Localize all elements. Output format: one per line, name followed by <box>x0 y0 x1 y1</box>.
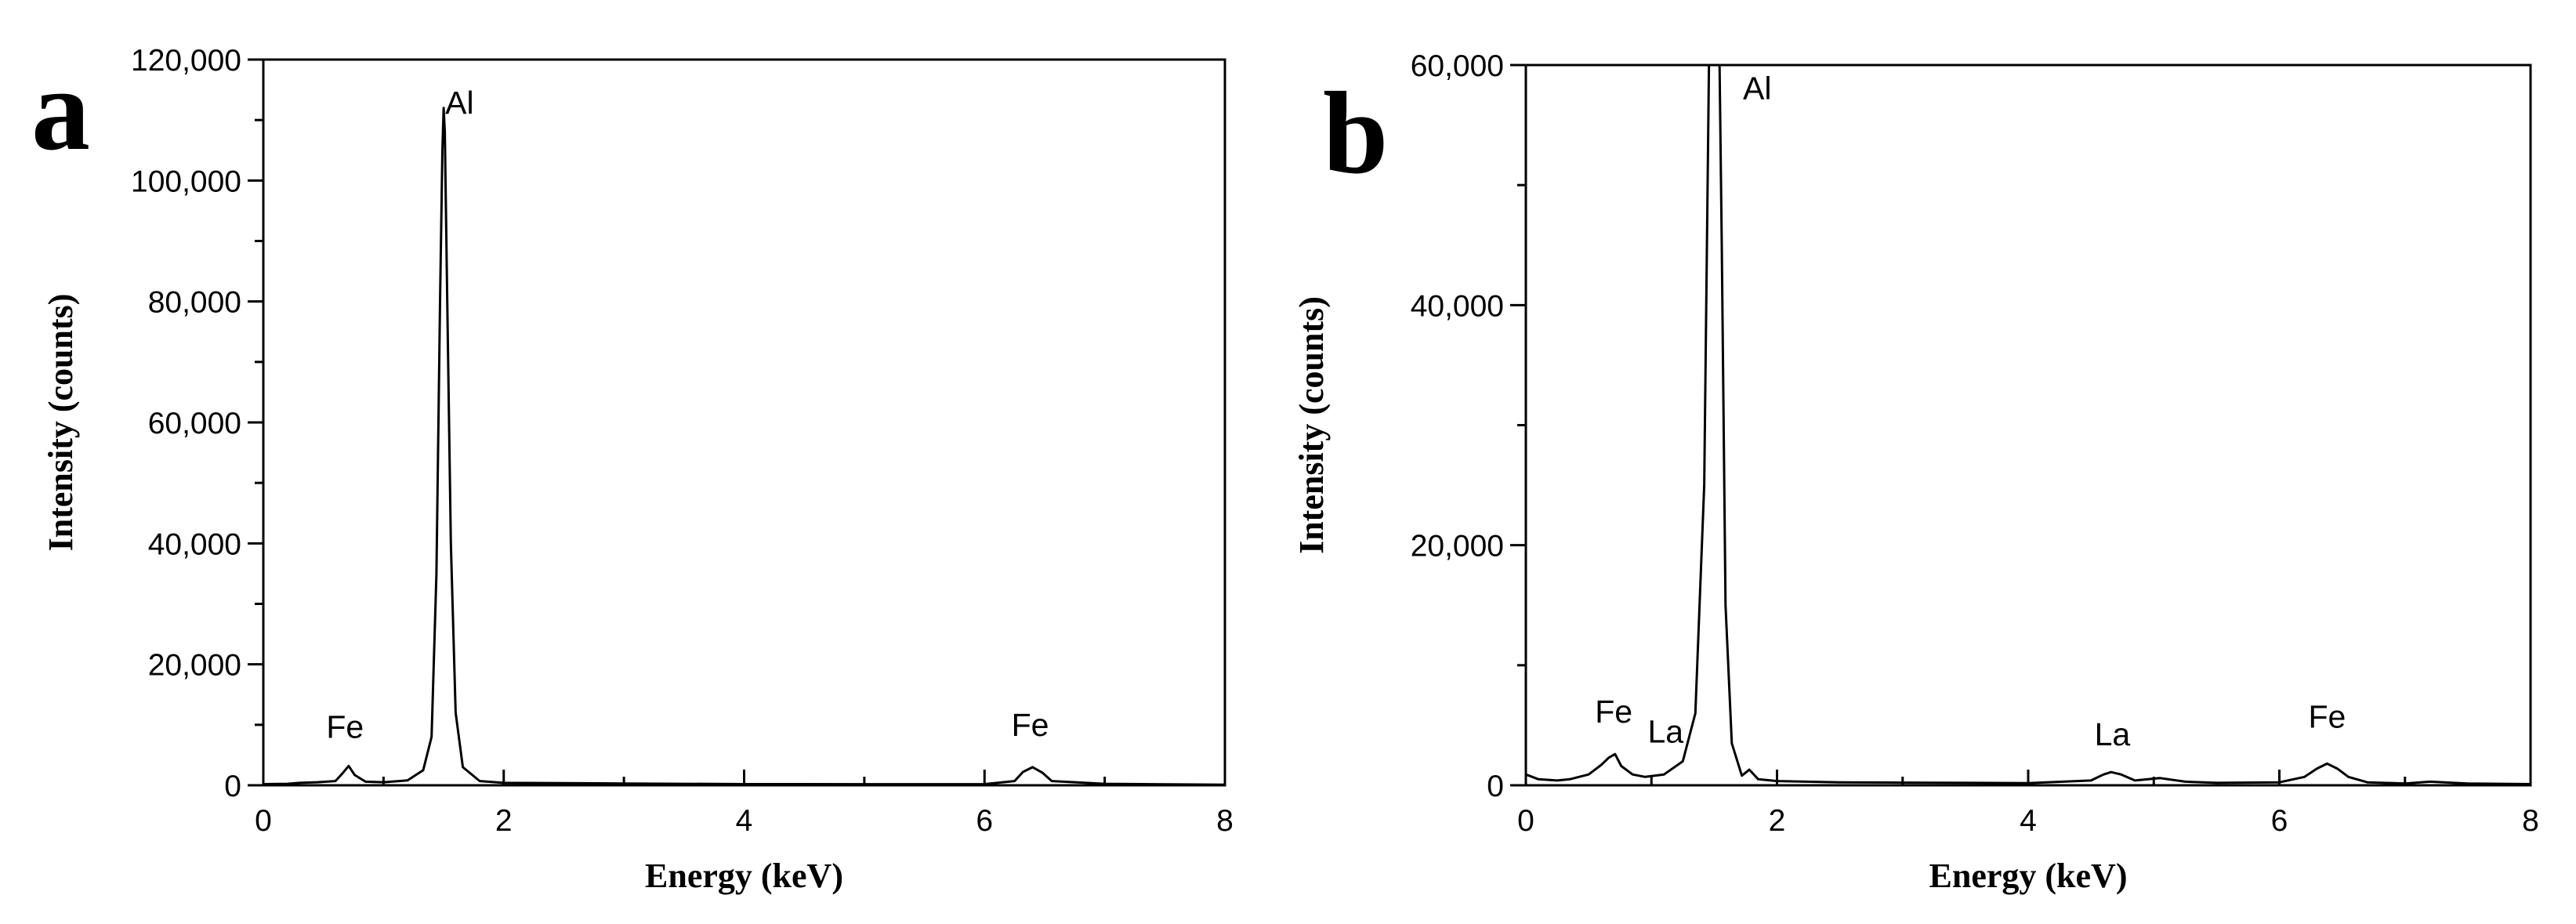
y-tick-label: 60,000 <box>1411 49 1504 83</box>
y-tick-label: 40,000 <box>148 527 241 561</box>
panel-b: 0 2 4 6 8 0 20,000 40,000 60,000 Energy (keV) Inte… <box>1292 49 2539 895</box>
y-tick-label: 60,000 <box>148 407 241 440</box>
x-tick-label: 4 <box>2020 804 2037 838</box>
spectrum-line <box>1526 65 2531 785</box>
y-tick-label: 0 <box>224 770 241 803</box>
y-tick-label: 20,000 <box>148 649 241 683</box>
panel-letter: a <box>31 45 90 175</box>
y-axis-title: Intensity (counts) <box>1292 296 1331 554</box>
peak-label-fe: Fe <box>326 709 364 745</box>
y-tick-label: 40,000 <box>1411 289 1504 323</box>
panel-letter: b <box>1323 68 1388 198</box>
y-tick-label: 20,000 <box>1411 530 1504 563</box>
spectrum-line <box>263 107 1225 785</box>
peak-label-al: Al <box>445 85 473 121</box>
x-tick-label: 2 <box>1769 804 1786 838</box>
peak-label-fe: Fe <box>1595 694 1632 730</box>
peak-label-fe: Fe <box>1012 707 1049 743</box>
x-axis-title: Energy (keV) <box>1929 857 2128 895</box>
y-axis-title: Intensity (counts) <box>42 294 80 552</box>
x-tick-label: 6 <box>2271 804 2288 838</box>
x-tick-label: 0 <box>1517 804 1534 838</box>
y-tick-label: 100,000 <box>131 165 241 198</box>
x-tick-label: 6 <box>976 804 993 838</box>
x-tick-label: 0 <box>255 804 272 838</box>
peak-label-al: Al <box>1743 71 1771 107</box>
x-tick-label: 8 <box>2522 804 2539 838</box>
peak-label-fe: Fe <box>2308 698 2346 734</box>
panel-a: 0 2 4 6 8 0 20,000 40,000 60,000 80,000 100,000 120… <box>31 44 1234 895</box>
x-tick-label: 4 <box>736 804 753 838</box>
x-axis-title: Energy (keV) <box>645 857 843 895</box>
x-tick-label: 8 <box>1216 804 1234 838</box>
peak-label-la: La <box>1647 714 1683 750</box>
y-tick-label: 80,000 <box>148 286 241 320</box>
y-tick-label: 120,000 <box>131 44 241 78</box>
peak-label-la: La <box>2095 716 2131 752</box>
x-tick-label: 2 <box>495 804 513 838</box>
y-tick-label: 0 <box>1487 770 1504 803</box>
